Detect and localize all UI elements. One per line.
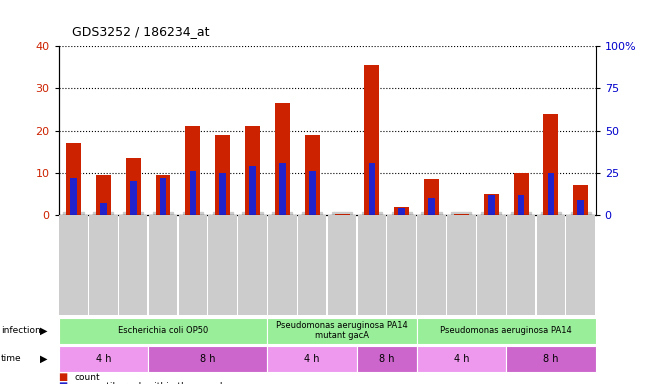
Bar: [368, 163, 375, 215]
Bar: [484, 194, 499, 215]
Text: Pseudomonas aeruginosa PA14: Pseudomonas aeruginosa PA14: [440, 326, 572, 335]
Bar: [518, 195, 525, 215]
Bar: [305, 135, 320, 215]
Text: GDS3252 / 186234_at: GDS3252 / 186234_at: [72, 25, 209, 38]
Text: 4 h: 4 h: [96, 354, 111, 364]
Bar: [96, 175, 111, 215]
Bar: [249, 166, 256, 215]
Bar: [215, 135, 230, 215]
Text: 4 h: 4 h: [454, 354, 469, 364]
Text: infection: infection: [1, 326, 40, 335]
Text: ▶: ▶: [40, 354, 48, 364]
Bar: [398, 208, 405, 215]
Bar: [159, 178, 167, 215]
Bar: [514, 173, 529, 215]
Text: count: count: [75, 373, 100, 382]
Bar: [309, 171, 316, 215]
Text: 8 h: 8 h: [543, 354, 559, 364]
Bar: [424, 179, 439, 215]
Bar: [66, 143, 81, 215]
Text: time: time: [1, 354, 21, 363]
Bar: [428, 198, 435, 215]
Text: ■: ■: [59, 381, 68, 384]
Bar: [126, 158, 141, 215]
Text: Escherichia coli OP50: Escherichia coli OP50: [118, 326, 208, 335]
Text: ■: ■: [59, 372, 68, 382]
Text: 8 h: 8 h: [200, 354, 215, 364]
Bar: [544, 114, 559, 215]
Bar: [70, 178, 77, 215]
Bar: [395, 207, 409, 215]
Bar: [577, 200, 584, 215]
Bar: [189, 171, 196, 215]
Bar: [574, 185, 589, 215]
Text: 8 h: 8 h: [379, 354, 395, 364]
Bar: [275, 103, 290, 215]
Bar: [245, 126, 260, 215]
Bar: [279, 163, 286, 215]
Bar: [219, 173, 226, 215]
Bar: [335, 214, 350, 215]
Bar: [100, 203, 107, 215]
Text: Pseudomonas aeruginosa PA14
mutant gacA: Pseudomonas aeruginosa PA14 mutant gacA: [276, 321, 408, 340]
Bar: [156, 175, 171, 215]
Text: percentile rank within the sample: percentile rank within the sample: [75, 382, 228, 384]
Bar: [547, 173, 554, 215]
Text: 4 h: 4 h: [305, 354, 320, 364]
Bar: [454, 214, 469, 215]
Bar: [186, 126, 201, 215]
Bar: [130, 181, 137, 215]
Bar: [365, 65, 380, 215]
Bar: [488, 195, 495, 215]
Text: ▶: ▶: [40, 326, 48, 336]
